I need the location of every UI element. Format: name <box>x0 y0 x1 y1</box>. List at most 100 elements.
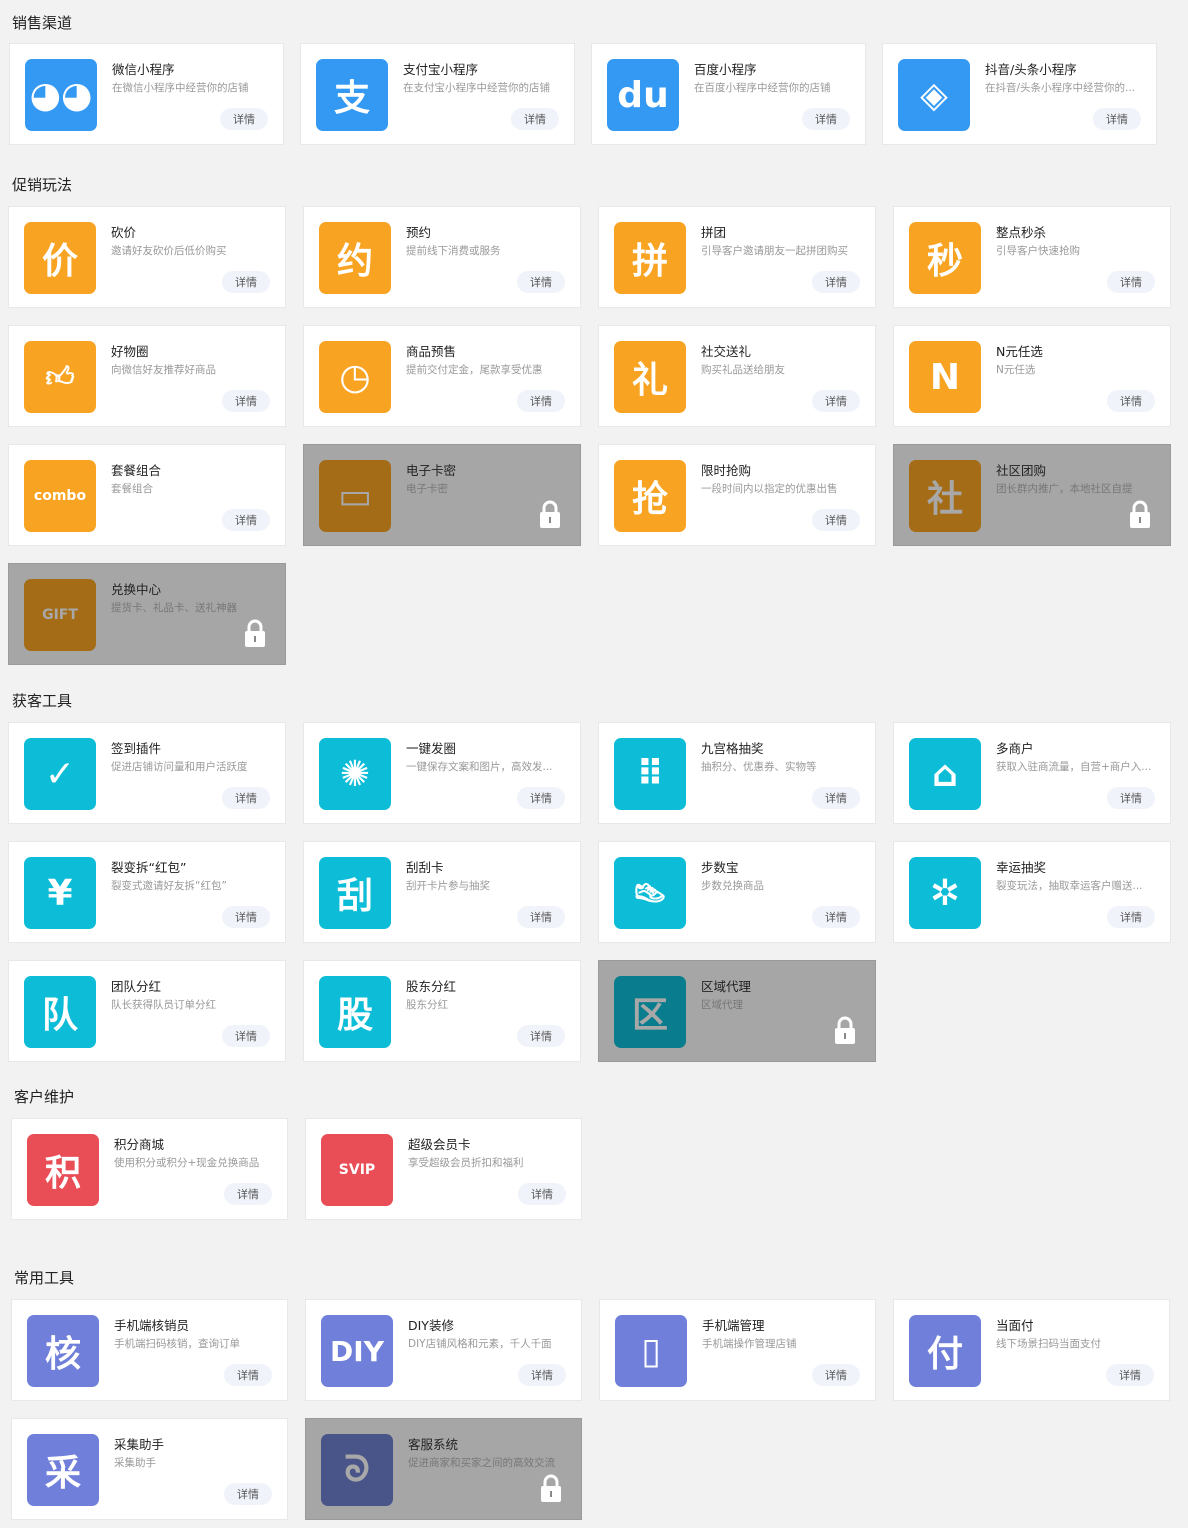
app-card[interactable]: 👟︎ 步数宝 步数兑换商品 详情 <box>598 841 876 943</box>
detail-button[interactable]: 详情 <box>1107 906 1155 928</box>
detail-button[interactable]: 详情 <box>517 906 565 928</box>
detail-button[interactable]: 详情 <box>1093 108 1141 130</box>
detail-button[interactable]: 详情 <box>1107 390 1155 412</box>
app-card[interactable]: ᘐ 客服系统 促进商家和买家之间的高效交流 <box>305 1418 582 1520</box>
detail-button[interactable]: 详情 <box>224 1183 272 1205</box>
app-card[interactable]: du 百度小程序 在百度小程序中经营你的店铺 详情 <box>591 43 866 145</box>
detail-button[interactable]: 详情 <box>812 271 860 293</box>
icon-glyph: 积 <box>44 1153 81 1194</box>
app-card[interactable]: 支 支付宝小程序 在支付宝小程序中经营你的店铺 详情 <box>300 43 575 145</box>
app-card[interactable]: ✓ 签到插件 促进店铺访问量和用户活跃度 详情 <box>8 722 286 824</box>
app-title: 区域代理 <box>701 979 752 994</box>
detail-button[interactable]: 详情 <box>517 271 565 293</box>
detail-button[interactable]: 详情 <box>511 108 559 130</box>
section-grid: ✓ 签到插件 促进店铺访问量和用户活跃度 详情 ✺ 一键发圈 一键保存文案和图片，高效发..… <box>8 722 1171 1062</box>
icon-glyph: ⠿ <box>635 753 665 795</box>
app-card[interactable]: 礼 社交送礼 购买礼品送给朋友 详情 <box>598 325 876 427</box>
section-title: 销售渠道 <box>12 14 73 32</box>
detail-button[interactable]: 详情 <box>222 390 270 412</box>
detail-button[interactable]: 详情 <box>222 787 270 809</box>
app-card[interactable]: SVIP 超级会员卡 享受超级会员折扣和福利 详情 <box>305 1118 582 1220</box>
app-description: 提前线下消费或服务 <box>406 245 501 257</box>
detail-button[interactable]: 详情 <box>220 108 268 130</box>
detail-button[interactable]: 详情 <box>1107 271 1155 293</box>
app-card[interactable]: N N元任选 N元任选 详情 <box>893 325 1171 427</box>
detail-button[interactable]: 详情 <box>517 390 565 412</box>
detail-button[interactable]: 详情 <box>812 1364 860 1386</box>
app-card[interactable]: 👍︎ 好物圈 向微信好友推荐好商品 详情 <box>8 325 286 427</box>
app-card[interactable]: 付 当面付 线下场景扫码当面支付 详情 <box>893 1299 1170 1401</box>
app-card[interactable]: 采采集助手 采集助手 详情 <box>11 1418 288 1520</box>
app-title: 签到插件 <box>111 741 162 756</box>
detail-button[interactable]: 详情 <box>222 906 270 928</box>
app-card[interactable]: 队 团队分红 队长获得队员订单分红 详情 <box>8 960 286 1062</box>
store-icon: ⌂ <box>909 738 981 810</box>
detail-button[interactable]: 详情 <box>802 108 850 130</box>
detail-button[interactable]: 详情 <box>224 1483 272 1505</box>
detail-button[interactable]: 详情 <box>222 509 270 531</box>
detail-button[interactable]: 详情 <box>222 1025 270 1047</box>
community-bag-icon: 社 <box>909 460 981 532</box>
detail-button[interactable]: 详情 <box>1107 787 1155 809</box>
app-card[interactable]: 秒 整点秒杀 引导客户快速抢购 详情 <box>893 206 1171 308</box>
app-card[interactable]: 抢 限时抢购 一段时间内以指定的优惠出售 详情 <box>598 444 876 546</box>
app-card[interactable]: ⠿ 九宫格抽奖 抽积分、优惠券、实物等 详情 <box>598 722 876 824</box>
detail-button[interactable]: 详情 <box>518 1183 566 1205</box>
phone-icon: ▯ <box>615 1315 687 1387</box>
app-card[interactable]: 积 积分商城 使用积分或积分+现金兑换商品 详情 <box>11 1118 288 1220</box>
app-card[interactable]: 约 预约 提前线下消费或服务 详情 <box>303 206 581 308</box>
app-card[interactable]: ◷ 商品预售 提前交付定金，尾款享受优惠 详情 <box>303 325 581 427</box>
gift-hand-icon: 礼 <box>614 341 686 413</box>
app-card[interactable]: ✺ 一键发圈 一键保存文案和图片，高效发... 详情 <box>303 722 581 824</box>
collect-icon: 采 <box>27 1434 99 1506</box>
app-title: 社区团购 <box>996 463 1047 478</box>
icon-glyph: ᘐ <box>344 1449 370 1490</box>
detail-button[interactable]: 详情 <box>812 787 860 809</box>
app-card[interactable]: combo 套餐组合 套餐组合 详情 <box>8 444 286 546</box>
wechat-icon: ◕◕ <box>25 59 97 131</box>
app-card[interactable]: ◈ 抖音/头条小程序 在抖音/头条小程序中经营你的... 详情 <box>882 43 1157 145</box>
detail-button[interactable]: 详情 <box>224 1364 272 1386</box>
detail-button[interactable]: 详情 <box>812 509 860 531</box>
app-card[interactable]: GIFT 兑换中心 提货卡、礼品卡、送礼神器 <box>8 563 286 665</box>
app-card[interactable]: ✲ 幸运抽奖 裂变玩法，抽取幸运客户赠送... 详情 <box>893 841 1171 943</box>
app-card[interactable]: 股股东分红 股东分红 详情 <box>303 960 581 1062</box>
app-card[interactable]: ⌂ 多商户 获取入驻商流量，自营+商户入... 详情 <box>893 722 1171 824</box>
app-card[interactable]: 价 砍价 邀请好友砍价后低价购买 详情 <box>8 206 286 308</box>
icon-glyph: 股 <box>336 995 373 1036</box>
icon-glyph: ▭ <box>337 475 372 517</box>
app-card[interactable]: ▯ 手机端管理 手机端操作管理店铺 详情 <box>599 1299 876 1401</box>
detail-button[interactable]: 详情 <box>812 390 860 412</box>
app-card[interactable]: 核 手机端核销员 手机端扫码核销，查询订单 详情 <box>11 1299 288 1401</box>
app-card[interactable]: ▭ 电子卡密 电子卡密 <box>303 444 581 546</box>
app-title: 好物圈 <box>111 344 149 359</box>
app-card[interactable]: ◕◕ 微信小程序 在微信小程序中经营你的店铺 详情 <box>9 43 284 145</box>
detail-button[interactable]: 详情 <box>517 787 565 809</box>
lock-icon <box>244 619 266 647</box>
app-card[interactable]: ¥ 裂变拆“红包” 裂变式邀请好友拆“红包” 详情 <box>8 841 286 943</box>
aperture-icon: ✺ <box>319 738 391 810</box>
detail-button[interactable]: 详情 <box>518 1364 566 1386</box>
app-card[interactable]: 刮 刮刮卡 刮开卡片参与抽奖 详情 <box>303 841 581 943</box>
detail-button[interactable]: 详情 <box>517 1025 565 1047</box>
app-title: 套餐组合 <box>111 463 162 478</box>
app-description: 手机端操作管理店铺 <box>702 1338 797 1350</box>
app-card[interactable]: 拼 拼团 引导客户邀请朋友一起拼团购买 详情 <box>598 206 876 308</box>
app-card[interactable]: 社 社区团购 团长群内推广，本地社区自提 <box>893 444 1171 546</box>
detail-button[interactable]: 详情 <box>1106 1364 1154 1386</box>
detail-button[interactable]: 详情 <box>812 906 860 928</box>
app-title: 整点秒杀 <box>996 225 1047 240</box>
app-title: 抖音/头条小程序 <box>985 62 1077 77</box>
ecard-icon: ▭ <box>319 460 391 532</box>
app-card[interactable]: DIY DIY装修 DIY店铺风格和元素，千人千面 详情 <box>305 1299 582 1401</box>
app-title: 采集助手 <box>114 1437 165 1452</box>
detail-button[interactable]: 详情 <box>222 271 270 293</box>
app-title: 社交送礼 <box>701 344 752 359</box>
icon-glyph: ▯ <box>641 1330 661 1372</box>
icon-glyph: 区 <box>631 995 668 1036</box>
icon-glyph: 礼 <box>631 360 668 401</box>
icon-glyph: ⌂ <box>932 753 958 795</box>
svip-card-icon: SVIP <box>321 1134 393 1206</box>
sneaker-icon: 👟︎ <box>614 857 686 929</box>
app-card[interactable]: 区区域代理 区域代理 <box>598 960 876 1062</box>
